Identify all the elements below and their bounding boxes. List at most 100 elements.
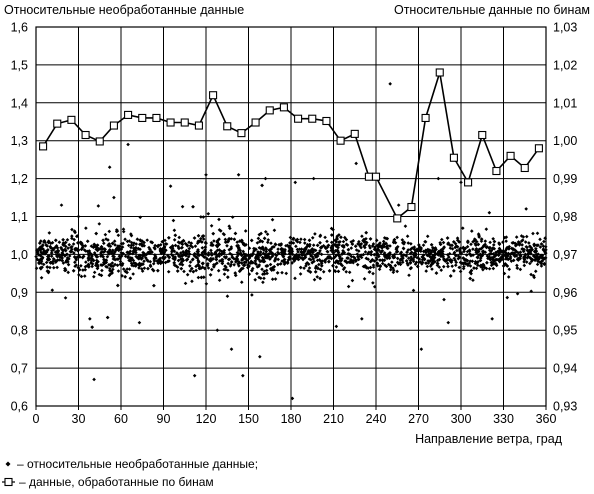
scatter-point bbox=[188, 243, 193, 248]
scatter-point bbox=[483, 242, 487, 247]
scatter-point bbox=[329, 226, 334, 231]
scatter-point bbox=[441, 264, 446, 269]
scatter-point bbox=[138, 242, 142, 247]
scatter-point bbox=[341, 249, 345, 253]
scatter-point bbox=[99, 244, 104, 249]
scatter-point bbox=[57, 253, 62, 257]
scatter-point bbox=[126, 142, 130, 147]
scatter-point bbox=[236, 262, 241, 266]
scatter-point bbox=[384, 241, 388, 246]
x-tick-label: 30 bbox=[72, 412, 86, 426]
scatter-point bbox=[500, 250, 504, 255]
scatter-point bbox=[380, 261, 385, 266]
scatter-point bbox=[184, 248, 189, 253]
binned-marker bbox=[124, 110, 133, 119]
scatter-points bbox=[34, 82, 548, 401]
scatter-point bbox=[540, 259, 545, 263]
scatter-point bbox=[361, 239, 366, 243]
scatter-point bbox=[378, 258, 382, 262]
scatter-point bbox=[109, 264, 114, 268]
scatter-point bbox=[125, 239, 130, 244]
scatter-point bbox=[406, 263, 410, 267]
scatter-point bbox=[358, 242, 362, 247]
scatter-point bbox=[450, 264, 454, 268]
scatter-point bbox=[178, 262, 182, 267]
scatter-point bbox=[179, 266, 184, 271]
scatter-point bbox=[190, 266, 194, 271]
scatter-point bbox=[446, 264, 450, 269]
scatter-point bbox=[333, 254, 338, 259]
scatter-point bbox=[228, 251, 232, 256]
scatter-point bbox=[218, 229, 223, 233]
scatter-point bbox=[129, 233, 134, 238]
scatter-point bbox=[89, 261, 93, 265]
scatter-point bbox=[282, 251, 287, 256]
scatter-point bbox=[409, 266, 413, 270]
scatter-point bbox=[468, 269, 473, 274]
scatter-point bbox=[142, 266, 147, 270]
scatter-point bbox=[140, 269, 145, 273]
scatter-point bbox=[233, 231, 238, 236]
scatter-point bbox=[356, 254, 360, 259]
y-left-tick-label: 1,0 bbox=[11, 248, 28, 262]
scatter-point bbox=[371, 265, 376, 269]
scatter-point bbox=[137, 263, 141, 267]
scatter-point bbox=[47, 231, 52, 235]
y-axis-right-title: Относительные данные по бинам bbox=[394, 3, 590, 17]
scatter-point bbox=[347, 252, 352, 257]
scatter-point bbox=[192, 373, 197, 378]
scatter-point bbox=[457, 240, 461, 244]
scatter-point bbox=[317, 262, 321, 267]
scatter-point bbox=[362, 244, 366, 248]
y-left-tick-label: 1,2 bbox=[11, 172, 28, 186]
scatter-point bbox=[153, 254, 158, 259]
y-left-tick-label: 1,4 bbox=[11, 96, 28, 110]
scatter-point bbox=[202, 266, 207, 271]
scatter-point bbox=[136, 246, 141, 251]
x-tick-label: 90 bbox=[157, 412, 171, 426]
scatter-point bbox=[104, 260, 109, 265]
scatter-point bbox=[128, 276, 133, 281]
scatter-point bbox=[39, 239, 43, 243]
scatter-point bbox=[308, 270, 313, 274]
y-left-tick-label: 0,9 bbox=[11, 286, 28, 300]
scatter-point bbox=[131, 272, 135, 276]
binned-marker bbox=[294, 114, 303, 123]
scatter-point bbox=[398, 258, 403, 262]
scatter-point bbox=[484, 266, 489, 271]
scatter-point bbox=[96, 204, 101, 208]
scatter-point bbox=[482, 243, 487, 248]
scatter-point bbox=[507, 247, 511, 251]
scatter-point bbox=[531, 273, 536, 278]
scatter-point bbox=[318, 240, 322, 245]
scatter-point bbox=[330, 240, 334, 245]
scatter-point bbox=[178, 251, 183, 255]
scatter-point bbox=[429, 250, 434, 255]
scatter-point bbox=[92, 244, 97, 249]
scatter-point bbox=[201, 215, 206, 219]
scatter-point bbox=[391, 240, 396, 245]
scatter-point bbox=[259, 246, 263, 251]
y-right-tick-label: 0,97 bbox=[553, 248, 577, 262]
scatter-point bbox=[288, 252, 292, 256]
scatter-point bbox=[179, 257, 183, 262]
scatter-point bbox=[488, 245, 492, 250]
scatter-point bbox=[192, 253, 197, 258]
scatter-point bbox=[472, 237, 477, 241]
scatter-point bbox=[475, 239, 479, 244]
scatter-point bbox=[355, 262, 360, 267]
y-left-tick-label: 0,7 bbox=[11, 362, 28, 376]
scatter-point bbox=[105, 254, 110, 259]
scatter-point bbox=[522, 254, 527, 259]
scatter-point bbox=[107, 266, 112, 271]
scatter-point bbox=[318, 267, 323, 272]
scatter-point bbox=[372, 252, 377, 257]
scatter-point bbox=[226, 261, 230, 266]
scatter-point bbox=[532, 242, 536, 247]
scatter-point bbox=[134, 242, 139, 246]
scatter-point bbox=[55, 258, 60, 262]
scatter-point bbox=[41, 252, 45, 256]
x-tick-label: 60 bbox=[114, 412, 128, 426]
